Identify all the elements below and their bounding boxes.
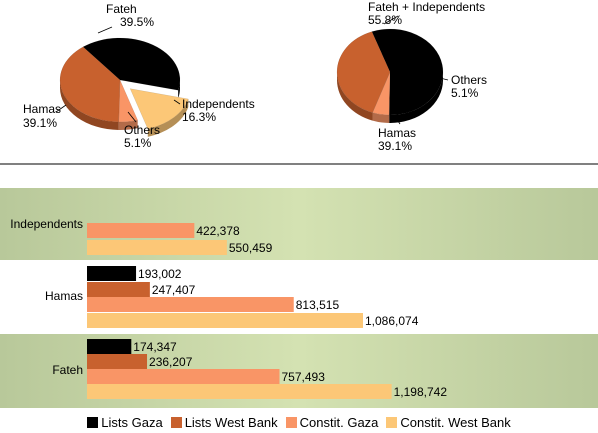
bar-fateh-constit-west-bank [87,384,392,399]
pie-slice-side-others [372,112,390,123]
legend-item-constit-west-bank: Constit. West Bank [386,414,511,430]
legend-item-lists-west-bank: Lists West Bank [170,414,278,430]
legend-swatch-constit-gaza [285,416,297,428]
bar-label-fateh-constit-west-bank: 1,198,742 [394,385,448,399]
legend: Lists Gaza Lists West Bank Constit. Gaza… [0,412,598,432]
bar-fateh-lists-west-bank [87,354,148,369]
pie-chart-seats: Fateh 39.5% Independents 16.3% Others 5.… [23,2,255,150]
legend-label-lists-west-bank: Lists West Bank [184,414,278,430]
legend-item-lists-gaza: Lists Gaza [87,414,163,430]
bar-label-hamas-lists-gaza: 193,002 [138,267,182,281]
bar-hamas-constit-gaza [87,297,294,312]
pie-slice-side-others [118,120,138,130]
bar-independents-constit-west-bank [87,240,227,255]
pie1-pct-fateh: 39.5% [120,15,154,29]
pie1-pct-others: 5.1% [124,136,152,150]
pie1-label-others: Others [124,123,160,137]
bar-label-fateh-constit-gaza: 757,493 [281,370,325,384]
category-label-hamas: Hamas [45,289,83,303]
pie-slice-others [372,71,391,116]
pie1-label-fateh: Fateh [106,2,137,16]
bar-label-hamas-constit-west-bank: 1,086,074 [365,314,419,328]
legend-swatch-lists-west-bank [170,416,182,428]
pie1-leader-lines [55,26,181,123]
legend-label-constit-west-bank: Constit. West Bank [400,414,511,430]
bar-label-independents-constit-gaza: 422,378 [196,224,240,238]
pie1-pct-independents: 16.3% [182,110,216,124]
category-label-independents: Independents [10,217,83,231]
pie2-pct-others: 5.1% [451,86,479,100]
pie2-label-hamas: Hamas [378,126,416,140]
bar-hamas-constit-west-bank [87,313,363,328]
pie-slice-fateh [82,37,181,91]
legend-item-constit-gaza: Constit. Gaza [285,414,379,430]
bar-label-hamas-lists-west-bank: 247,407 [152,283,196,297]
legend-label-constit-gaza: Constit. Gaza [299,414,379,430]
bar-chart-votes: 422,378 550,459 193,002 247,407 813,515 1,086… [0,188,598,408]
bar-label-fateh-lists-west-bank: 236,207 [149,355,193,369]
pie-slice-side-independents [147,98,189,137]
pie2-pct-hamas: 39.1% [378,139,412,153]
pie-slice-independents [129,88,189,130]
pie1-label-hamas: Hamas [23,102,61,116]
bar-fateh-constit-gaza [87,369,280,384]
pie-slice-side-fateh [178,80,180,99]
legend-swatch-constit-west-bank [386,416,398,428]
bar-label-independents-constit-west-bank: 550,459 [229,241,273,255]
pie2-leader-lines [383,15,449,125]
pie1-label-independents: Independents [182,97,255,111]
bar-label-fateh-lists-gaza: 174,347 [133,340,177,354]
pie-slice-side-hamas [60,80,119,130]
pie-chart-blocs: Fateh + Independents 55.8% Others 5.1% H… [336,0,487,153]
pie-slice-fateh-independents [371,28,444,116]
bar-independents-constit-gaza [87,223,195,238]
legend-swatch-lists-gaza [87,416,99,428]
pie2-pct-fateh-independents: 55.8% [368,13,402,27]
pie-slice-hamas [336,31,391,113]
category-label-fateh: Fateh [52,363,83,377]
pie-slice-side-fateh-independents [389,72,443,123]
pie-slice-side-hamas [337,72,373,121]
bar-hamas-lists-west-bank [87,282,150,297]
pie2-label-fateh-independents: Fateh + Independents [368,0,485,14]
bar-hamas-lists-gaza [87,266,137,281]
bar-label-hamas-constit-gaza: 813,515 [296,298,340,312]
legend-label-lists-gaza: Lists Gaza [101,414,163,430]
pie-slice-hamas [59,46,121,123]
pie-slice-others [118,79,139,123]
bar-fateh-lists-gaza [87,339,132,354]
pie2-label-others: Others [451,73,487,87]
pie1-pct-hamas: 39.1% [23,116,57,130]
